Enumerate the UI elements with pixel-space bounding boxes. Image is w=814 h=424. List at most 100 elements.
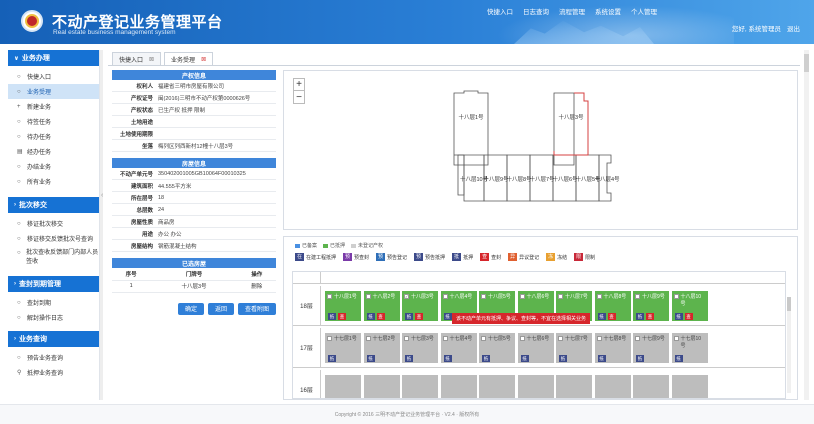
nav-shortcut[interactable]: 快捷入口 (487, 9, 513, 16)
page-scrollbar[interactable] (804, 50, 809, 400)
sidebar-section-query[interactable]: › 业务查询 (8, 331, 99, 347)
sidebar-item-mortgage-query[interactable]: ⚲ 抵押业务查询 (17, 370, 64, 377)
circle-icon: ○ (17, 235, 21, 242)
sidebar-item-batch-transfer[interactable]: ○ 移证批次移交 (17, 220, 64, 229)
unit-cell[interactable] (517, 375, 554, 398)
nav-personal[interactable]: 个人管理 (631, 9, 657, 16)
unit-checkbox[interactable] (365, 294, 371, 299)
unit-checkbox[interactable] (596, 336, 602, 341)
unit-checkbox[interactable] (519, 294, 525, 299)
unit-checkbox[interactable] (481, 294, 486, 299)
unit-cell[interactable]: 十七层7号抵 (556, 333, 592, 363)
sidebar-section-business[interactable]: ∨ 业务办理 (8, 50, 99, 66)
unit-cell[interactable] (556, 375, 592, 398)
legend-tag: 查查封 (480, 253, 502, 261)
tab-divider (108, 65, 800, 66)
unit-tag: 抵 (328, 354, 336, 362)
unit-checkbox[interactable] (558, 336, 563, 341)
nav-log-query[interactable]: 日志查询 (523, 9, 549, 16)
nav-process[interactable]: 流程管理 (559, 9, 585, 16)
user-info: 您好, 系统管理员 退出 (726, 23, 800, 33)
unit-cell[interactable]: 十七层8号抵 (594, 333, 631, 363)
logout-link[interactable]: 退出 (787, 26, 800, 33)
unit-checkbox[interactable] (519, 336, 525, 341)
unit-cell[interactable] (440, 375, 477, 398)
sidebar-item-shortcut[interactable]: ○ 快捷入口 (17, 73, 52, 82)
unit-cell[interactable]: 十八层2号抵查 (363, 291, 400, 321)
sidebar-item-to-sign[interactable]: ○ 待签任务 (17, 118, 52, 127)
close-tab-icon[interactable]: ⊠ (201, 56, 207, 63)
unit-cell[interactable]: 十七层5号抵 (479, 333, 515, 363)
unit-checkbox[interactable]: ✓ (404, 294, 409, 299)
sidebar-item-batch-query[interactable]: ○ 移证移交反馈批次号查询 (17, 235, 94, 244)
unit-checkbox[interactable] (327, 294, 332, 299)
unit-checkbox[interactable] (365, 336, 371, 341)
unit-cell[interactable]: 十七层2号抵 (363, 333, 400, 363)
sidebar-item-batch-sign[interactable]: ○ 批次查收反馈部门内部人员签收 (17, 250, 99, 265)
map-label: 十八层8号 (506, 175, 532, 183)
sidebar-item-all[interactable]: ○ 所有业务 (17, 178, 52, 187)
unit-cell[interactable]: 十八层9号抵查 (633, 291, 669, 321)
zoom-out-button[interactable]: − (296, 91, 302, 103)
unit-cell[interactable]: 十七层4号抵 (440, 333, 477, 363)
unit-label: 十八层1号 (334, 294, 357, 300)
unit-cell[interactable]: 十八层10号抵查 (671, 291, 708, 321)
legend-tag: 异异议登记 (508, 253, 540, 261)
unit-checkbox[interactable] (327, 336, 332, 341)
circle-icon: ○ (17, 314, 21, 321)
sidebar-item-handled[interactable]: ▤ 经办任务 (17, 149, 52, 156)
unit-checkbox[interactable] (442, 294, 448, 299)
unit-cell[interactable] (363, 375, 400, 398)
floor-plan-map[interactable]: + − 十八层1号 十八层3号 十八层10号 十八层9号 十八层8号 十八层7号 (283, 70, 798, 230)
sidebar-item-business-accept[interactable]: ○ 业务受理 (8, 84, 99, 99)
unit-cell[interactable]: ✓ 十八层3号抵查 (402, 291, 438, 321)
close-tab-icon[interactable]: ⊠ (149, 56, 155, 63)
unit-tag: 查 (607, 312, 616, 320)
sidebar-item-notice-query[interactable]: ○ 预告业务查询 (17, 354, 64, 363)
tab-business-accept[interactable]: 业务受理 ⊠ (164, 52, 214, 65)
unit-checkbox[interactable] (635, 294, 640, 299)
unit-checkbox[interactable] (673, 336, 679, 341)
floor-row: 16层 (293, 370, 785, 398)
unit-cell[interactable]: 十八层8号抵查 (594, 291, 631, 321)
delete-link[interactable]: 删除 (237, 280, 276, 293)
unit-checkbox[interactable] (635, 336, 640, 341)
sidebar-scrollbar[interactable] (100, 50, 103, 400)
unit-cell[interactable]: 十七层3号抵 (402, 333, 438, 363)
unit-cell[interactable]: 十七层6号抵 (517, 333, 554, 363)
unit-checkbox[interactable] (558, 294, 563, 299)
sidebar-item-seal-expire[interactable]: ○ 查封到期 (17, 299, 52, 308)
confirm-button[interactable]: 确定 (177, 302, 204, 315)
unit-cell[interactable] (633, 375, 669, 398)
unit-checkbox[interactable] (442, 336, 448, 341)
unit-checkbox[interactable] (596, 294, 602, 299)
unit-cell[interactable]: 十七层1号抵 (325, 333, 361, 363)
unit-checkbox[interactable] (404, 336, 409, 341)
tab-shortcut[interactable]: 快捷入口 ⊠ (112, 52, 162, 65)
unit-cell[interactable]: 十八层1号抵查 (325, 291, 361, 321)
back-button[interactable]: 返回 (207, 302, 234, 315)
sidebar-item-todo[interactable]: ○ 待办任务 (17, 133, 52, 142)
unit-checkbox[interactable] (481, 336, 486, 341)
unit-tag: 查 (415, 312, 423, 320)
unit-cell[interactable] (325, 375, 361, 398)
zoom-in-button[interactable]: + (294, 79, 304, 91)
unit-cell[interactable]: 十七层9号抵 (633, 333, 669, 363)
collapse-sidebar-icon[interactable]: ‹ (101, 192, 104, 199)
view-attachment-button[interactable]: 查看附图 (237, 302, 276, 315)
kv-row: 产权状态 已生产权 抵押 限制 (112, 104, 276, 116)
unit-cell[interactable] (671, 375, 708, 398)
sidebar-item-unseal-log[interactable]: ○ 解封操作日志 (17, 314, 64, 323)
nav-settings[interactable]: 系统设置 (595, 9, 621, 16)
sidebar-section-seal[interactable]: › 查封到期管理 (8, 276, 99, 292)
unit-cell[interactable] (479, 375, 515, 398)
unit-cell[interactable] (402, 375, 438, 398)
unit-cell[interactable]: 十七层10号抵 (671, 333, 708, 363)
unit-checkbox[interactable] (673, 294, 679, 299)
grid-scrollbar[interactable] (787, 297, 791, 393)
sidebar-item-completed[interactable]: ○ 办结业务 (17, 163, 52, 172)
app-subtitle: Real estate business management system (53, 29, 176, 36)
sidebar-item-new-business[interactable]: + 新建业务 (17, 103, 52, 112)
unit-cell[interactable] (594, 375, 631, 398)
sidebar-section-batch[interactable]: › 批次移交 (8, 197, 99, 213)
